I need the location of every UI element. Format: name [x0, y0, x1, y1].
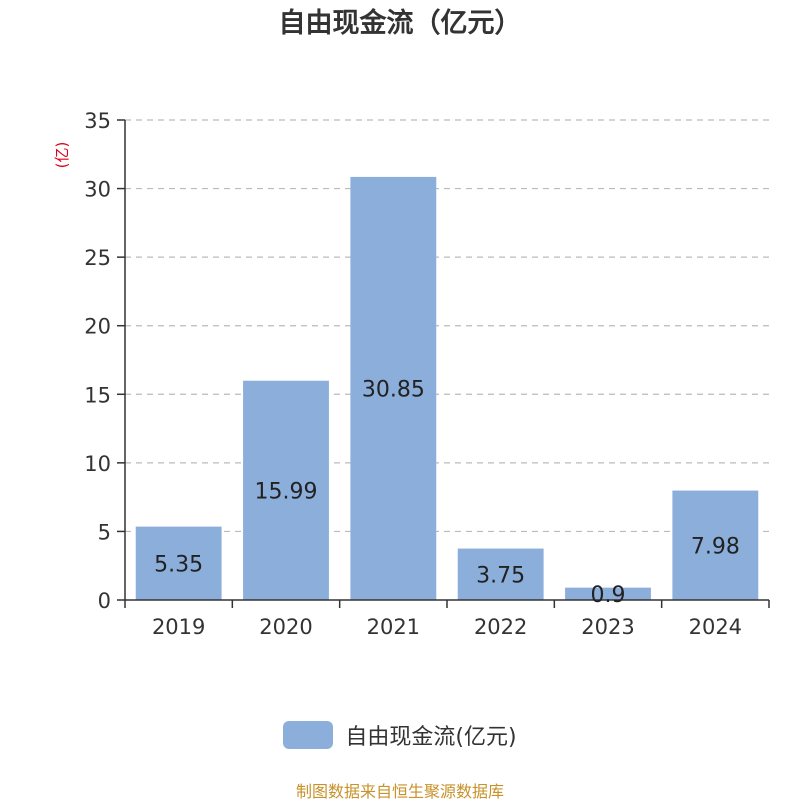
data-label-2024: 7.98	[691, 534, 740, 559]
source-note: 制图数据来自恒生聚源数据库	[295, 782, 504, 801]
chart-title: 自由现金流（亿元）	[278, 8, 522, 39]
y-tick-label: 20	[84, 315, 111, 339]
y-tick-label: 5	[98, 520, 111, 544]
bar-2023	[565, 587, 651, 600]
y-tick-label: 30	[84, 178, 111, 202]
data-label-2023: 0.9	[591, 583, 626, 608]
legend-swatch	[283, 721, 334, 749]
bars	[135, 176, 759, 600]
legend-label: 自由现金流(亿元)	[345, 725, 517, 750]
bar-2022	[457, 548, 544, 600]
axes: 0 5 10 15 20 25 30 35 2019 2020 2021 2022 2023 2024	[84, 109, 770, 639]
data-label-2021: 30.85	[362, 377, 425, 402]
data-label-2019: 5.35	[154, 552, 203, 577]
y-tick-label: 25	[84, 246, 111, 270]
x-tick-label-2024: 2024	[689, 615, 742, 639]
data-label-2022: 3.75	[476, 563, 525, 588]
y-tick-label: 10	[84, 452, 111, 476]
bar-2020	[243, 380, 329, 600]
data-labels: 5.35 15.99 30.85 3.75 0.9 7.98	[154, 377, 740, 607]
bar-2021	[350, 176, 437, 600]
data-label-2020: 15.99	[255, 479, 318, 504]
bar-2024	[672, 490, 759, 600]
legend: 自由现金流(亿元)	[0, 718, 800, 752]
x-tick-label-2019: 2019	[152, 615, 205, 639]
x-tick-label-2022: 2022	[474, 615, 527, 639]
gridlines	[125, 119, 769, 533]
y-axis-label: (亿)	[53, 142, 71, 169]
x-tick-label-2020: 2020	[259, 615, 312, 639]
y-tick-label: 0	[98, 589, 111, 613]
y-tick-label: 35	[84, 109, 111, 133]
x-tick-label-2023: 2023	[581, 615, 634, 639]
y-tick-label: 15	[84, 383, 111, 407]
bar-2019	[135, 526, 222, 600]
x-tick-label-2021: 2021	[367, 615, 420, 639]
